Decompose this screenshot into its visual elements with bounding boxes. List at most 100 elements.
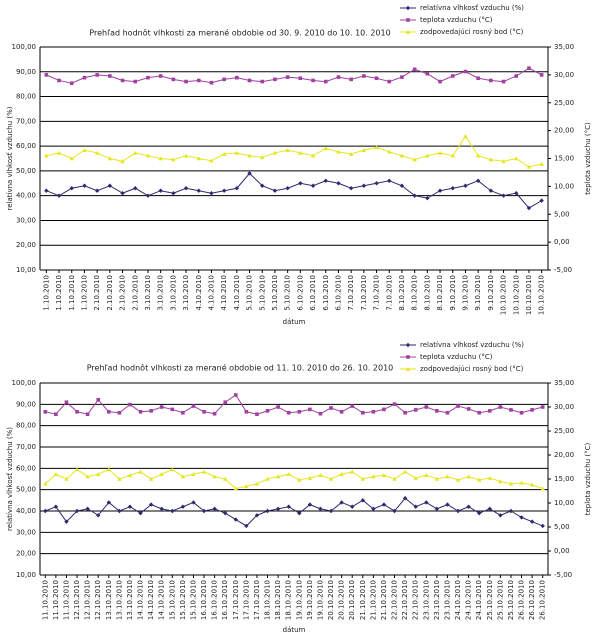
legend-marker — [405, 5, 411, 11]
x-tick-label: 4.10.2010 — [233, 275, 241, 311]
marker — [475, 153, 481, 158]
marker — [514, 190, 519, 196]
marker — [424, 500, 429, 505]
marker — [223, 476, 228, 481]
y-tick-label: 30,00 — [16, 528, 36, 536]
x-tick-label: 23.10.2010 — [433, 580, 441, 620]
y-tick-label: 90,00 — [16, 68, 36, 76]
x-tick-label: 8.10.2010 — [411, 275, 419, 311]
marker — [117, 410, 122, 415]
marker — [82, 183, 87, 188]
marker — [254, 513, 260, 518]
x-tick-label: 22.10.2010 — [401, 580, 409, 620]
marker — [196, 78, 201, 83]
x-tick-label: 2.10.2010 — [106, 275, 114, 311]
x-tick-label: 12.10.2010 — [94, 580, 102, 620]
marker — [133, 79, 138, 84]
series-line — [46, 172, 542, 209]
marker — [434, 506, 440, 512]
marker — [434, 476, 440, 481]
x-tick-label: 10.10.2010 — [525, 275, 533, 315]
marker — [212, 474, 217, 479]
marker — [519, 410, 524, 415]
marker — [44, 188, 49, 193]
marker — [374, 181, 379, 186]
marker — [148, 502, 154, 507]
x-tick-label: 9.10.2010 — [461, 275, 469, 311]
legend-marker — [405, 342, 411, 348]
y-tick-label: 100,00 — [12, 379, 37, 387]
y-tick-label: 70,00 — [16, 443, 36, 451]
marker — [69, 81, 74, 86]
marker — [509, 408, 513, 412]
x-tick-label: 11.10.2010 — [52, 580, 60, 620]
marker — [297, 510, 302, 516]
marker — [285, 186, 290, 191]
x-tick-label: 7.10.2010 — [360, 275, 368, 311]
marker — [445, 474, 450, 479]
marker — [508, 481, 514, 486]
marker — [336, 75, 341, 79]
y2-tick-label: 35,00 — [554, 43, 574, 51]
x-tick-label: 7.10.2010 — [385, 275, 393, 311]
marker — [276, 405, 280, 409]
x-tick-label: 1.10.2010 — [55, 275, 63, 311]
x-tick-label: 2.10.2010 — [119, 275, 127, 311]
y-tick-label: 60,00 — [16, 464, 36, 472]
x-tick-label: 10.10.2010 — [500, 275, 508, 315]
x-tick-label: 26.10.2010 — [518, 580, 526, 620]
x-tick-label: 26.10.2010 — [539, 580, 547, 620]
x-tick-label: 9.10.2010 — [474, 275, 482, 311]
marker — [233, 486, 238, 491]
marker — [539, 161, 544, 166]
marker — [297, 410, 302, 414]
marker — [201, 469, 207, 474]
marker — [318, 506, 323, 512]
marker — [171, 190, 176, 196]
marker — [450, 74, 455, 78]
marker — [297, 477, 302, 482]
marker — [348, 151, 354, 156]
marker — [265, 476, 270, 481]
y-tick-label: 10,00 — [16, 266, 36, 274]
x-tick-label: 14.10.2010 — [147, 580, 155, 620]
marker — [191, 472, 196, 476]
x-tick-label: 14.10.2010 — [137, 580, 145, 620]
x-tick-label: 20.10.2010 — [348, 580, 356, 620]
x-tick-label: 8.10.2010 — [423, 275, 431, 311]
marker — [350, 469, 355, 474]
legend-label: relatívna vlhkosť vzduchu (%) — [420, 3, 524, 12]
x-tick-label: 11.10.2010 — [41, 580, 49, 620]
x-tick-label: 10.10.2010 — [538, 275, 546, 315]
marker — [371, 410, 376, 414]
marker — [438, 79, 442, 84]
marker — [463, 183, 468, 188]
marker — [85, 412, 90, 416]
y2-tick-label: 0,00 — [554, 547, 570, 555]
marker — [44, 153, 49, 158]
marker — [201, 508, 207, 514]
y2-axis-title: teplota vzduchu (°C) — [584, 122, 592, 195]
marker — [382, 407, 386, 412]
series: teplota vzduchu (°C) — [43, 353, 545, 416]
marker — [244, 523, 249, 529]
marker — [106, 500, 111, 505]
marker — [540, 405, 545, 409]
marker — [234, 186, 240, 191]
y-tick-label: 80,00 — [16, 93, 36, 101]
marker — [222, 77, 226, 82]
x-tick-label: 6.10.2010 — [296, 275, 304, 311]
y2-tick-label: 30,00 — [554, 71, 574, 79]
marker — [349, 77, 353, 82]
marker — [149, 409, 153, 413]
y-tick-label: 20,00 — [16, 241, 36, 249]
y2-tick-label: 35,00 — [554, 379, 574, 387]
x-tick-label: 8.10.2010 — [398, 275, 406, 311]
marker — [171, 157, 176, 162]
y-tick-label: 30,00 — [16, 216, 36, 224]
marker — [275, 474, 281, 479]
marker — [159, 405, 164, 409]
marker — [106, 467, 111, 472]
marker — [133, 150, 138, 155]
marker — [487, 475, 492, 480]
